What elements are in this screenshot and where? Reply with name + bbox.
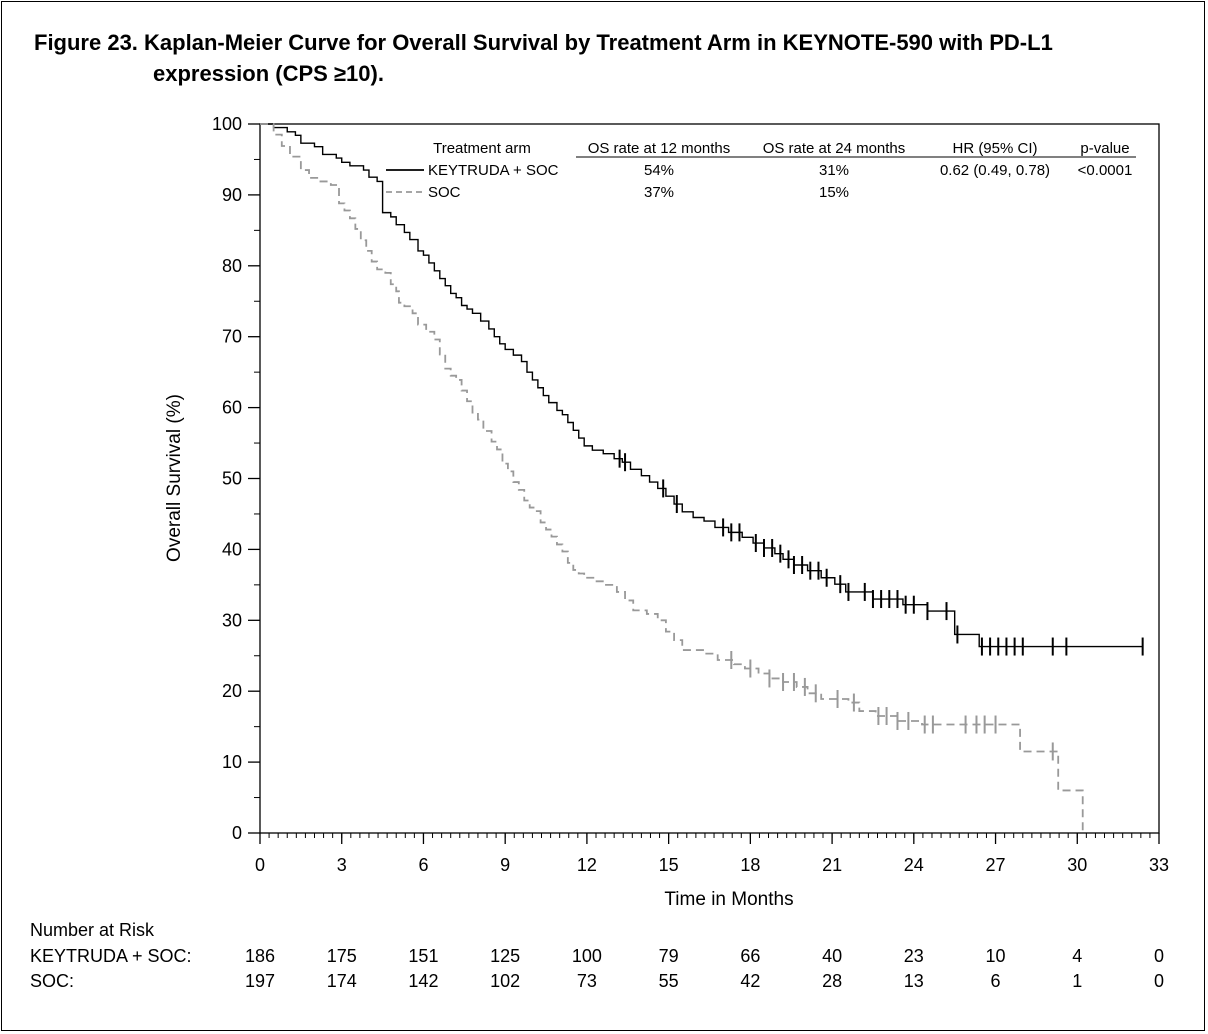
x-tick-label: 9 (500, 855, 510, 875)
risk-count: 102 (490, 971, 521, 991)
legend-table: Treatment arm OS rate at 12 months OS rate… (386, 140, 1136, 201)
legend-os24: 31% (819, 162, 849, 179)
risk-row-label: SOC: (30, 971, 75, 991)
y-tick-label: 40 (222, 539, 242, 559)
y-tick-label: 70 (222, 327, 242, 347)
risk-count: 6 (990, 971, 1001, 991)
x-axis-label: Time in Months (664, 889, 793, 910)
x-tick-label: 12 (577, 855, 597, 875)
risk-count: 55 (658, 971, 679, 991)
y-tick-label: 100 (212, 114, 242, 134)
x-tick-label: 0 (255, 855, 265, 875)
risk-count: 0 (1153, 971, 1164, 991)
legend-header: HR (95% CI) (952, 140, 1037, 157)
legend-os12: 37% (644, 184, 674, 201)
legend-header: Treatment arm (433, 140, 531, 157)
legend-arm-label: SOC (428, 184, 461, 201)
y-tick-label: 80 (222, 256, 242, 276)
risk-count: 13 (903, 971, 924, 991)
risk-count: 100 (571, 946, 602, 966)
risk-count: 28 (822, 971, 843, 991)
risk-count: 4 (1072, 946, 1083, 966)
figure-title-line1: Figure 23. Kaplan-Meier Curve for Overal… (34, 30, 1053, 55)
risk-count: 125 (490, 946, 521, 966)
risk-count: 23 (903, 946, 924, 966)
risk-count: 10 (985, 946, 1006, 966)
risk-count: 174 (326, 971, 357, 991)
y-tick-label: 20 (222, 681, 242, 701)
survival-curves (260, 123, 1144, 833)
legend-os12: 54% (644, 162, 674, 179)
legend-arm-label: KEYTRUDA + SOC (428, 162, 559, 179)
x-tick-label: 3 (337, 855, 347, 875)
x-tick-label: 18 (740, 855, 760, 875)
risk-count: 175 (326, 946, 357, 966)
chart-axes: 0 3 6 9 12 15 18 21 24 27 30 33 0 10 20 30 40 50 60 70 80 90 1… (212, 114, 1169, 875)
number-at-risk-table: Number at Risk KEYTRUDA + SOC: 186 175 151 1… (0, 918, 1208, 998)
y-tick-label: 0 (232, 823, 242, 843)
risk-count: 151 (408, 946, 439, 966)
x-tick-label: 6 (418, 855, 428, 875)
risk-count: 142 (408, 971, 439, 991)
survival-curve-soc (260, 123, 1084, 833)
risk-count: 66 (740, 946, 761, 966)
y-tick-label: 10 (222, 752, 242, 772)
risk-count: 186 (244, 946, 276, 966)
risk-count: 40 (822, 946, 843, 966)
legend-p-value: <0.0001 (1078, 162, 1133, 179)
risk-row-label: KEYTRUDA + SOC: (30, 946, 192, 966)
plot-frame (259, 123, 1160, 834)
legend-header: OS rate at 12 months (588, 140, 731, 157)
figure-title-line2: expression (CPS ≥10). (153, 61, 384, 86)
x-tick-label: 30 (1067, 855, 1087, 875)
risk-count: 42 (740, 971, 761, 991)
legend-header: OS rate at 24 months (763, 140, 906, 157)
y-tick-label: 90 (222, 185, 242, 205)
y-tick-label: 50 (222, 469, 242, 489)
risk-count: 1 (1072, 971, 1083, 991)
x-tick-label: 24 (904, 855, 924, 875)
x-tick-label: 27 (986, 855, 1006, 875)
y-tick-label: 60 (222, 398, 242, 418)
risk-count: 0 (1153, 946, 1164, 966)
risk-count: 79 (658, 946, 679, 966)
legend-os24: 15% (819, 184, 849, 201)
risk-count: 73 (576, 971, 597, 991)
risk-table-title: Number at Risk (30, 920, 155, 940)
x-tick-label: 21 (822, 855, 842, 875)
legend-header: p-value (1080, 140, 1129, 157)
x-tick-label: 15 (659, 855, 679, 875)
y-axis-label: Overall Survival (%) (164, 394, 185, 562)
risk-count: 197 (244, 971, 276, 991)
x-tick-label: 33 (1149, 855, 1169, 875)
survival-curve-keytruda-soc (260, 123, 1143, 648)
y-tick-label: 30 (222, 610, 242, 630)
legend-hr: 0.62 (0.49, 0.78) (940, 162, 1050, 179)
